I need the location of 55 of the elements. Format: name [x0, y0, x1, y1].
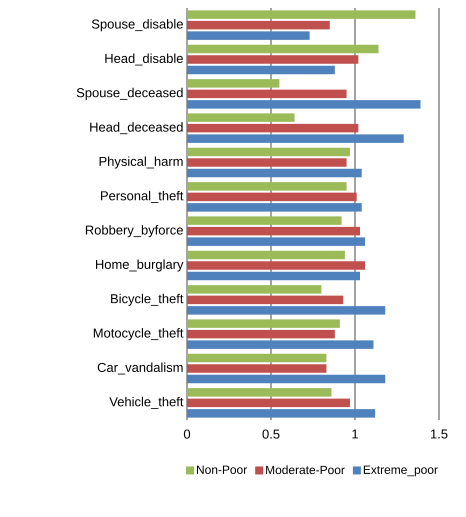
bar: [187, 44, 379, 54]
bar: [187, 79, 280, 88]
legend-label: Extreme_poor: [364, 466, 438, 476]
y-tick-label: Bicycle_theft: [111, 294, 184, 306]
y-tick-label: Head_disable: [105, 54, 183, 66]
bar: [187, 158, 347, 167]
bar: [187, 66, 335, 74]
bar: [187, 226, 360, 236]
y-tick-label: Home_burglary: [96, 259, 184, 272]
y-tick-label: Personal_theft: [101, 190, 184, 203]
legend-label: Non-Poor: [197, 466, 247, 474]
bar: [187, 100, 421, 109]
bar: [187, 168, 362, 178]
bar: [187, 90, 347, 98]
bar: [187, 374, 386, 384]
bar: [187, 203, 362, 212]
bar: [187, 134, 404, 143]
bar: [187, 306, 386, 315]
bar: [187, 409, 376, 418]
bar: [187, 272, 360, 280]
bar: [187, 388, 332, 397]
y-tick-label: Car_vandalism: [98, 362, 183, 374]
y-tick-label: Spouse_disable: [92, 19, 183, 32]
bar: [187, 182, 347, 191]
bar: [187, 330, 335, 338]
x-tick-label: 0.5: [262, 430, 280, 439]
x-tick-label: 1.5: [430, 430, 448, 439]
y-tick-label: Physical_harm: [100, 156, 183, 169]
bar: [187, 354, 326, 362]
y-tick-label: Vehicle_theft: [109, 396, 184, 409]
bar: [187, 148, 350, 156]
bar: [187, 10, 416, 19]
bar: [187, 398, 350, 408]
bar: [187, 113, 295, 122]
bar: [187, 296, 344, 304]
bar: [187, 364, 326, 373]
y-tick-label: Robbery_byforce: [86, 225, 183, 238]
y-tick-label: Motocycle_theft: [94, 328, 184, 340]
y-tick-label: Head_deceased: [90, 122, 183, 134]
bar: [187, 319, 340, 328]
bar: [187, 216, 342, 225]
legend-label: Moderate-Poor: [266, 465, 345, 474]
x-tick-label: 0: [184, 430, 190, 439]
bar: [187, 285, 322, 294]
bar: [187, 124, 358, 132]
bar: [187, 20, 330, 30]
bar: [187, 55, 358, 64]
y-tick-label: Spouse_deceased: [76, 88, 183, 100]
bar: [187, 250, 345, 260]
bar: [187, 340, 374, 349]
bar: [187, 31, 310, 40]
bar: [187, 192, 357, 202]
bar: [187, 261, 366, 270]
x-tick-label: 1: [352, 430, 358, 438]
bar: [187, 237, 366, 246]
